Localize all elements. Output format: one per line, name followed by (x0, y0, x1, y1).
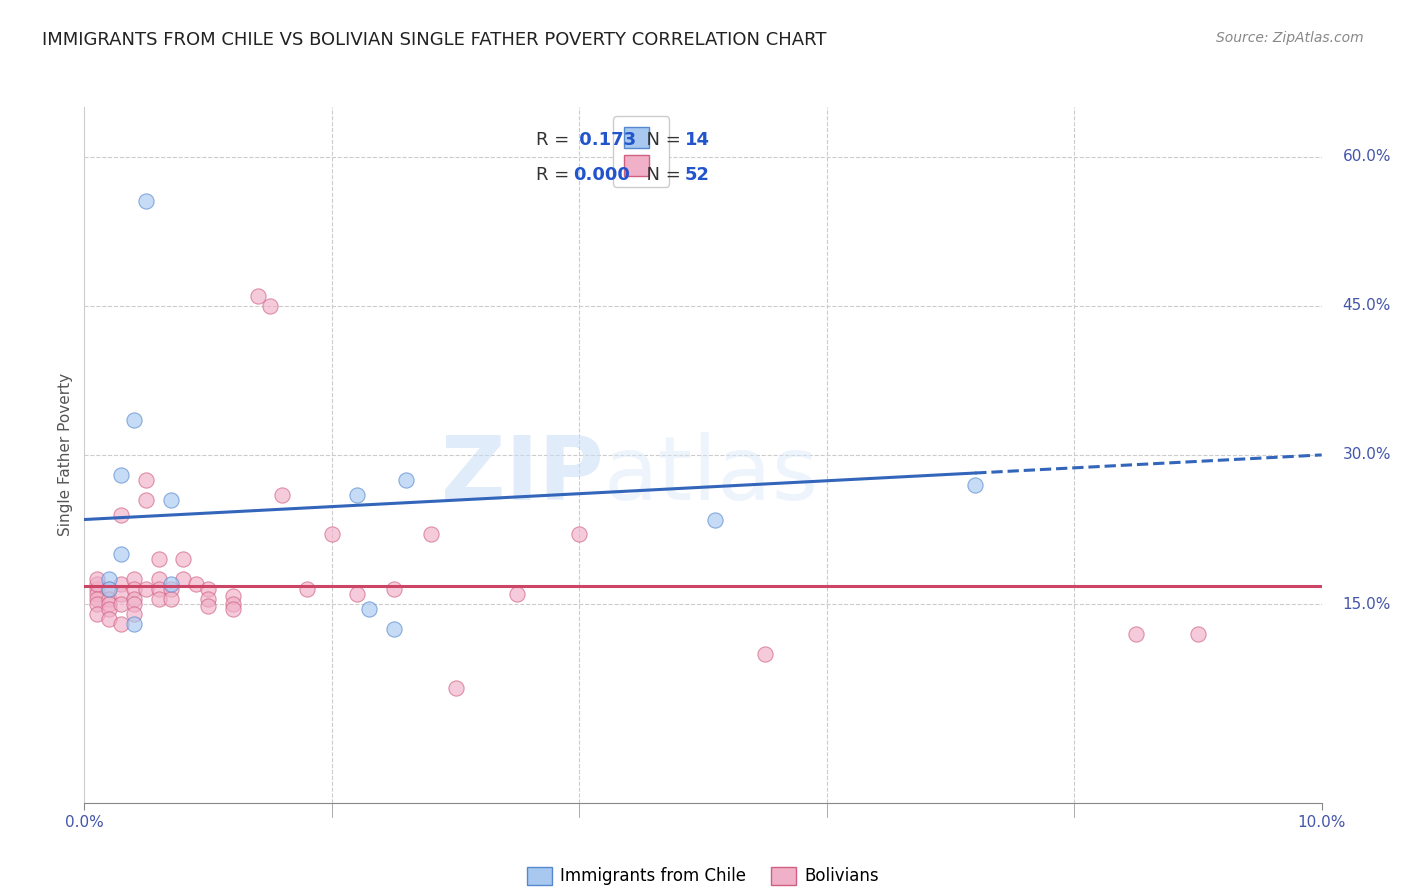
Point (346, 587, 368, 601)
Point (704, 512, 727, 526)
Point (754, 647, 776, 661)
Text: 15.0%: 15.0% (1343, 597, 1391, 612)
Point (222, 597, 245, 611)
Point (444, 681, 467, 696)
Point (98, 572, 121, 586)
Legend: Immigrants from Chile, Bolivians: Immigrants from Chile, Bolivians (520, 860, 886, 892)
Point (86, 607, 108, 621)
Point (172, 552, 194, 566)
Point (135, 473, 157, 487)
Y-axis label: Single Father Poverty: Single Father Poverty (58, 374, 73, 536)
Text: R =: R = (536, 166, 575, 184)
Point (160, 577, 183, 591)
Text: atlas: atlas (605, 433, 820, 519)
Point (1125, 627, 1147, 641)
Point (122, 592, 145, 607)
Point (110, 547, 132, 561)
Point (122, 597, 145, 611)
Point (295, 582, 318, 596)
Point (357, 602, 380, 616)
Point (86, 582, 108, 596)
Point (148, 592, 170, 607)
Point (246, 289, 269, 303)
Point (222, 602, 245, 616)
Text: N =: N = (636, 131, 686, 149)
Point (122, 616, 145, 631)
Point (110, 616, 132, 631)
Text: 30.0%: 30.0% (1343, 448, 1391, 462)
Text: 0.173: 0.173 (574, 131, 636, 149)
Point (86, 577, 108, 591)
Point (122, 582, 145, 596)
Point (382, 582, 405, 596)
Text: 52: 52 (685, 166, 710, 184)
Point (86, 592, 108, 607)
Text: IMMIGRANTS FROM CHILE VS BOLIVIAN SINGLE FATHER POVERTY CORRELATION CHART: IMMIGRANTS FROM CHILE VS BOLIVIAN SINGLE… (42, 31, 827, 49)
Point (419, 527, 441, 541)
Point (321, 527, 343, 541)
Point (135, 194, 157, 209)
Point (160, 592, 183, 607)
Point (98, 602, 121, 616)
Point (160, 492, 183, 507)
Point (172, 572, 194, 586)
Point (86, 572, 108, 586)
Point (122, 607, 145, 621)
Point (110, 508, 132, 522)
Point (259, 299, 281, 313)
Point (148, 582, 170, 596)
Point (110, 587, 132, 601)
Point (382, 622, 405, 636)
Point (197, 592, 219, 607)
Point (98, 597, 121, 611)
Text: 14: 14 (685, 131, 710, 149)
Text: 60.0%: 60.0% (1343, 149, 1391, 164)
Point (197, 599, 219, 613)
Point (1187, 627, 1209, 641)
Point (135, 492, 157, 507)
Point (86, 597, 108, 611)
Text: 45.0%: 45.0% (1343, 298, 1391, 313)
Point (98, 582, 121, 596)
Point (184, 577, 207, 591)
Point (98, 582, 121, 596)
Point (86, 587, 108, 601)
Point (346, 488, 368, 502)
Text: ZIP: ZIP (441, 433, 605, 519)
Point (395, 473, 418, 487)
Point (506, 587, 529, 601)
Point (271, 488, 294, 502)
Point (98, 592, 121, 607)
Point (110, 577, 132, 591)
Point (568, 527, 591, 541)
Point (122, 413, 145, 427)
Point (160, 582, 183, 596)
Text: N =: N = (636, 166, 686, 184)
Point (122, 572, 145, 586)
Point (110, 467, 132, 482)
Point (222, 589, 245, 603)
Point (148, 552, 170, 566)
Text: Source: ZipAtlas.com: Source: ZipAtlas.com (1216, 31, 1364, 45)
Point (148, 572, 170, 586)
Text: R =: R = (536, 131, 575, 149)
Text: 0.000: 0.000 (574, 166, 630, 184)
Point (98, 612, 121, 626)
Point (135, 582, 157, 596)
Point (110, 597, 132, 611)
Point (197, 582, 219, 596)
Point (965, 477, 987, 491)
